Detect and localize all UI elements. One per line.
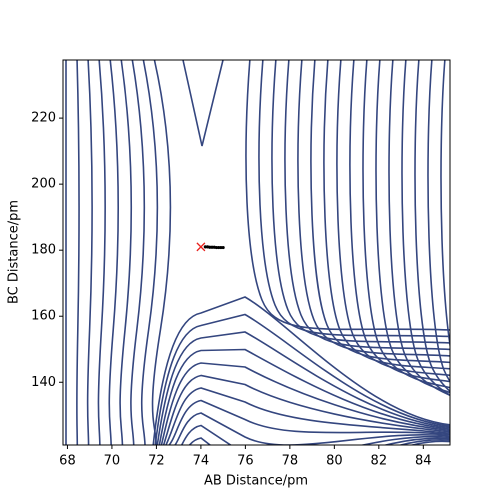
- contour-line: [160, 362, 450, 445]
- contour-line: [414, 60, 450, 393]
- contour-line: [108, 60, 120, 445]
- contour-line: [180, 424, 450, 445]
- x-tick-label: 76: [237, 454, 254, 469]
- contour-line: [409, 440, 450, 445]
- contour-line: [182, 60, 224, 147]
- contour-line: [336, 60, 450, 377]
- contour-line: [440, 60, 450, 350]
- contour-line: [97, 60, 106, 445]
- contour-line: [323, 60, 450, 370]
- y-tick-label: 180: [31, 243, 56, 258]
- x-tick-label: 82: [371, 454, 388, 469]
- x-tick-label: 74: [193, 454, 210, 469]
- trajectory-point: [217, 245, 221, 250]
- trajectory-point: [208, 245, 212, 249]
- contour-line: [188, 437, 450, 445]
- y-tick-label: 160: [31, 309, 56, 324]
- contour-line: [401, 60, 450, 397]
- contour-line: [158, 348, 450, 445]
- contour-line: [271, 60, 450, 344]
- x-axis-label: AB Distance/pm: [204, 474, 308, 489]
- contour-line: [156, 331, 450, 445]
- y-tick-label: 220: [31, 111, 56, 126]
- contour-line: [76, 60, 80, 445]
- contour-line: [154, 313, 450, 445]
- contour-line: [152, 296, 450, 445]
- plot-frame: [62, 59, 451, 446]
- contour-line: [119, 60, 133, 445]
- y-tick-label: 200: [31, 177, 56, 192]
- x-tick-label: 84: [415, 454, 432, 469]
- x-tick-label: 72: [148, 454, 165, 469]
- trajectory-point: [219, 245, 223, 250]
- contour-line: [130, 60, 146, 445]
- contour-line: [427, 60, 450, 383]
- contour-lines: [65, 60, 450, 445]
- x-tick-label: 70: [104, 454, 121, 469]
- contour-line: [162, 374, 450, 445]
- marker-x: [196, 242, 206, 252]
- contour-line: [245, 60, 450, 331]
- trajectory-point: [210, 245, 214, 249]
- contour-line: [174, 412, 450, 445]
- contour-line: [284, 60, 450, 351]
- x-tick-label: 68: [59, 454, 76, 469]
- trajectory-point: [214, 245, 219, 250]
- contour-line: [151, 60, 172, 445]
- contour-line: [310, 60, 450, 364]
- contour-line: [165, 387, 450, 445]
- contour-line: [167, 399, 450, 445]
- contour-line: [86, 60, 93, 445]
- y-tick-label: 140: [31, 375, 56, 390]
- contour-line: [349, 60, 450, 383]
- trajectory-point: [203, 245, 207, 249]
- contour-line: [140, 60, 159, 445]
- x-tick-label: 80: [326, 454, 343, 469]
- contour-line: [297, 60, 450, 357]
- y-axis-label: BC Distance/pm: [7, 200, 22, 304]
- x-tick-label: 78: [282, 454, 299, 469]
- trajectory-point: [221, 245, 225, 250]
